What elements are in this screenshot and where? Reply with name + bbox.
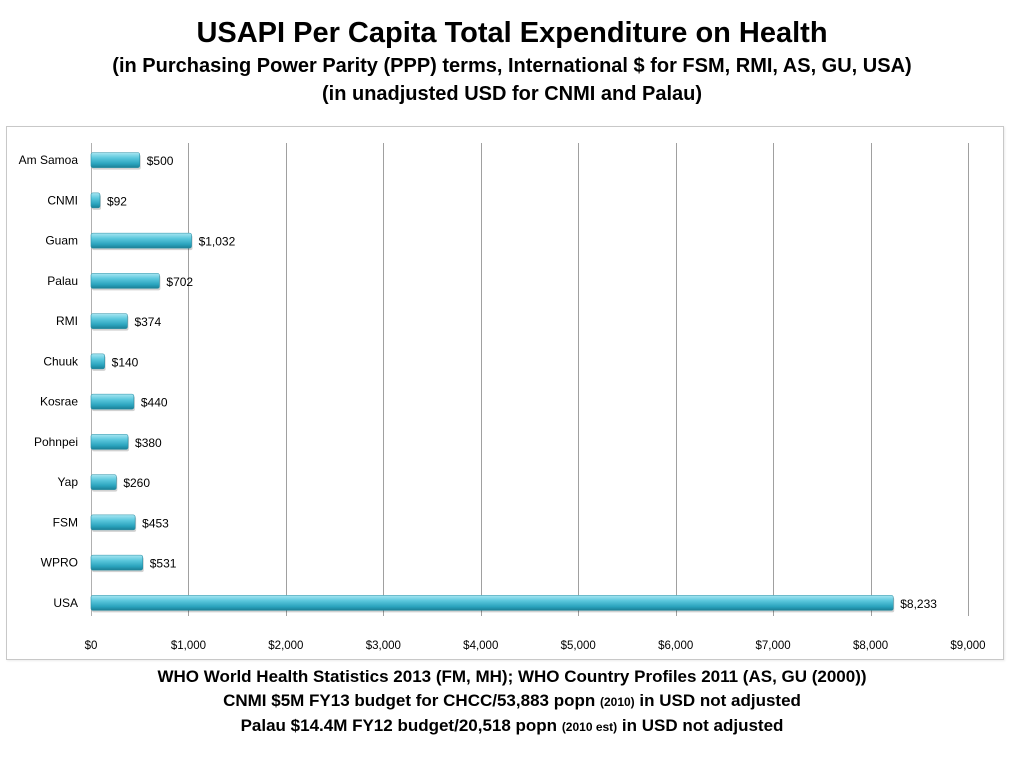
bar: [90, 595, 894, 611]
value-label: $500: [147, 154, 174, 168]
value-label: $531: [150, 557, 177, 571]
chart-subtitle-line1: (in Purchasing Power Parity (PPP) terms,…: [112, 55, 912, 77]
category-label: Pohnpei: [34, 435, 78, 449]
x-tick-label: $0: [85, 640, 98, 652]
bar: [90, 393, 135, 410]
footnote-line3-small: (2010 est): [561, 720, 618, 734]
gridlines: [91, 143, 969, 616]
value-label: $380: [135, 436, 162, 450]
bar: [90, 514, 136, 531]
category-label: Yap: [58, 475, 79, 489]
footnote-line2-small: (2010): [599, 695, 635, 709]
x-tick-label: $8,000: [853, 640, 888, 652]
value-label: $8,233: [900, 597, 937, 611]
x-tick-label: $9,000: [950, 640, 985, 652]
x-tick-label: $3,000: [366, 640, 401, 652]
value-label: $92: [107, 194, 127, 208]
bar: [90, 353, 105, 370]
title-block: USAPI Per Capita Total Expenditure on He…: [0, 14, 1024, 108]
category-label: Palau: [47, 274, 78, 288]
labels: $0 $1,000 $2,000 $3,000 $4,000 $5,000 $6,000 $7…: [19, 153, 986, 652]
footnote-line3-tail: in USD not adjusted: [621, 716, 784, 735]
x-tick-label: $5,000: [561, 640, 596, 652]
footnotes: WHO World Health Statistics 2013 (FM, MH…: [0, 665, 1024, 739]
bar: [90, 232, 192, 249]
bar: [90, 474, 117, 490]
x-tick-label: $6,000: [658, 640, 693, 652]
x-tick-label: $4,000: [463, 640, 498, 652]
x-tick-label: $7,000: [756, 640, 791, 652]
x-tick-label: $1,000: [171, 640, 206, 652]
category-label: Guam: [45, 234, 78, 248]
value-label: $1,032: [199, 235, 236, 249]
x-tick-label: $2,000: [268, 640, 303, 652]
bar: [90, 434, 129, 450]
bar: [90, 273, 160, 289]
category-label: FSM: [53, 515, 78, 529]
footnote-line3: Palau $14.4M FY12 budget/20,518 popn (20…: [0, 714, 1024, 739]
footnote-line2-main: CNMI $5M FY13 budget for CHCC/53,883 pop…: [223, 691, 596, 710]
category-label: WPRO: [41, 556, 78, 570]
chart-title: USAPI Per Capita Total Expenditure on He…: [196, 17, 828, 49]
footnote-line2-tail: in USD not adjusted: [639, 691, 801, 710]
value-label: $374: [134, 315, 161, 329]
footnote-line2: CNMI $5M FY13 budget for CHCC/53,883 pop…: [0, 689, 1024, 714]
category-label: USA: [53, 596, 78, 610]
footnote-line3-main: Palau $14.4M FY12 budget/20,518 popn: [240, 716, 558, 735]
value-label: $702: [166, 275, 193, 289]
bar: [90, 313, 128, 329]
category-label: Am Samoa: [19, 153, 79, 167]
bar: [90, 192, 101, 209]
category-label: RMI: [56, 314, 78, 328]
bar-chart: $0 $1,000 $2,000 $3,000 $4,000 $5,000 $6,000 $7…: [19, 143, 986, 652]
bar: [90, 554, 144, 571]
chart-subtitle-line2: (in unadjusted USD for CNMI and Palau): [321, 83, 702, 105]
bar: [90, 152, 141, 168]
value-label: $260: [123, 476, 150, 490]
bars: [90, 152, 895, 613]
category-label: Chuuk: [43, 354, 79, 368]
value-label: $453: [142, 516, 169, 530]
footnote-line1: WHO World Health Statistics 2013 (FM, MH…: [157, 667, 867, 686]
value-label: $440: [141, 396, 168, 410]
value-label: $140: [112, 355, 139, 369]
category-label: CNMI: [47, 193, 78, 207]
chart-frame: $0 $1,000 $2,000 $3,000 $4,000 $5,000 $6,000 $7…: [6, 126, 1004, 660]
category-label: Kosrae: [40, 395, 78, 409]
